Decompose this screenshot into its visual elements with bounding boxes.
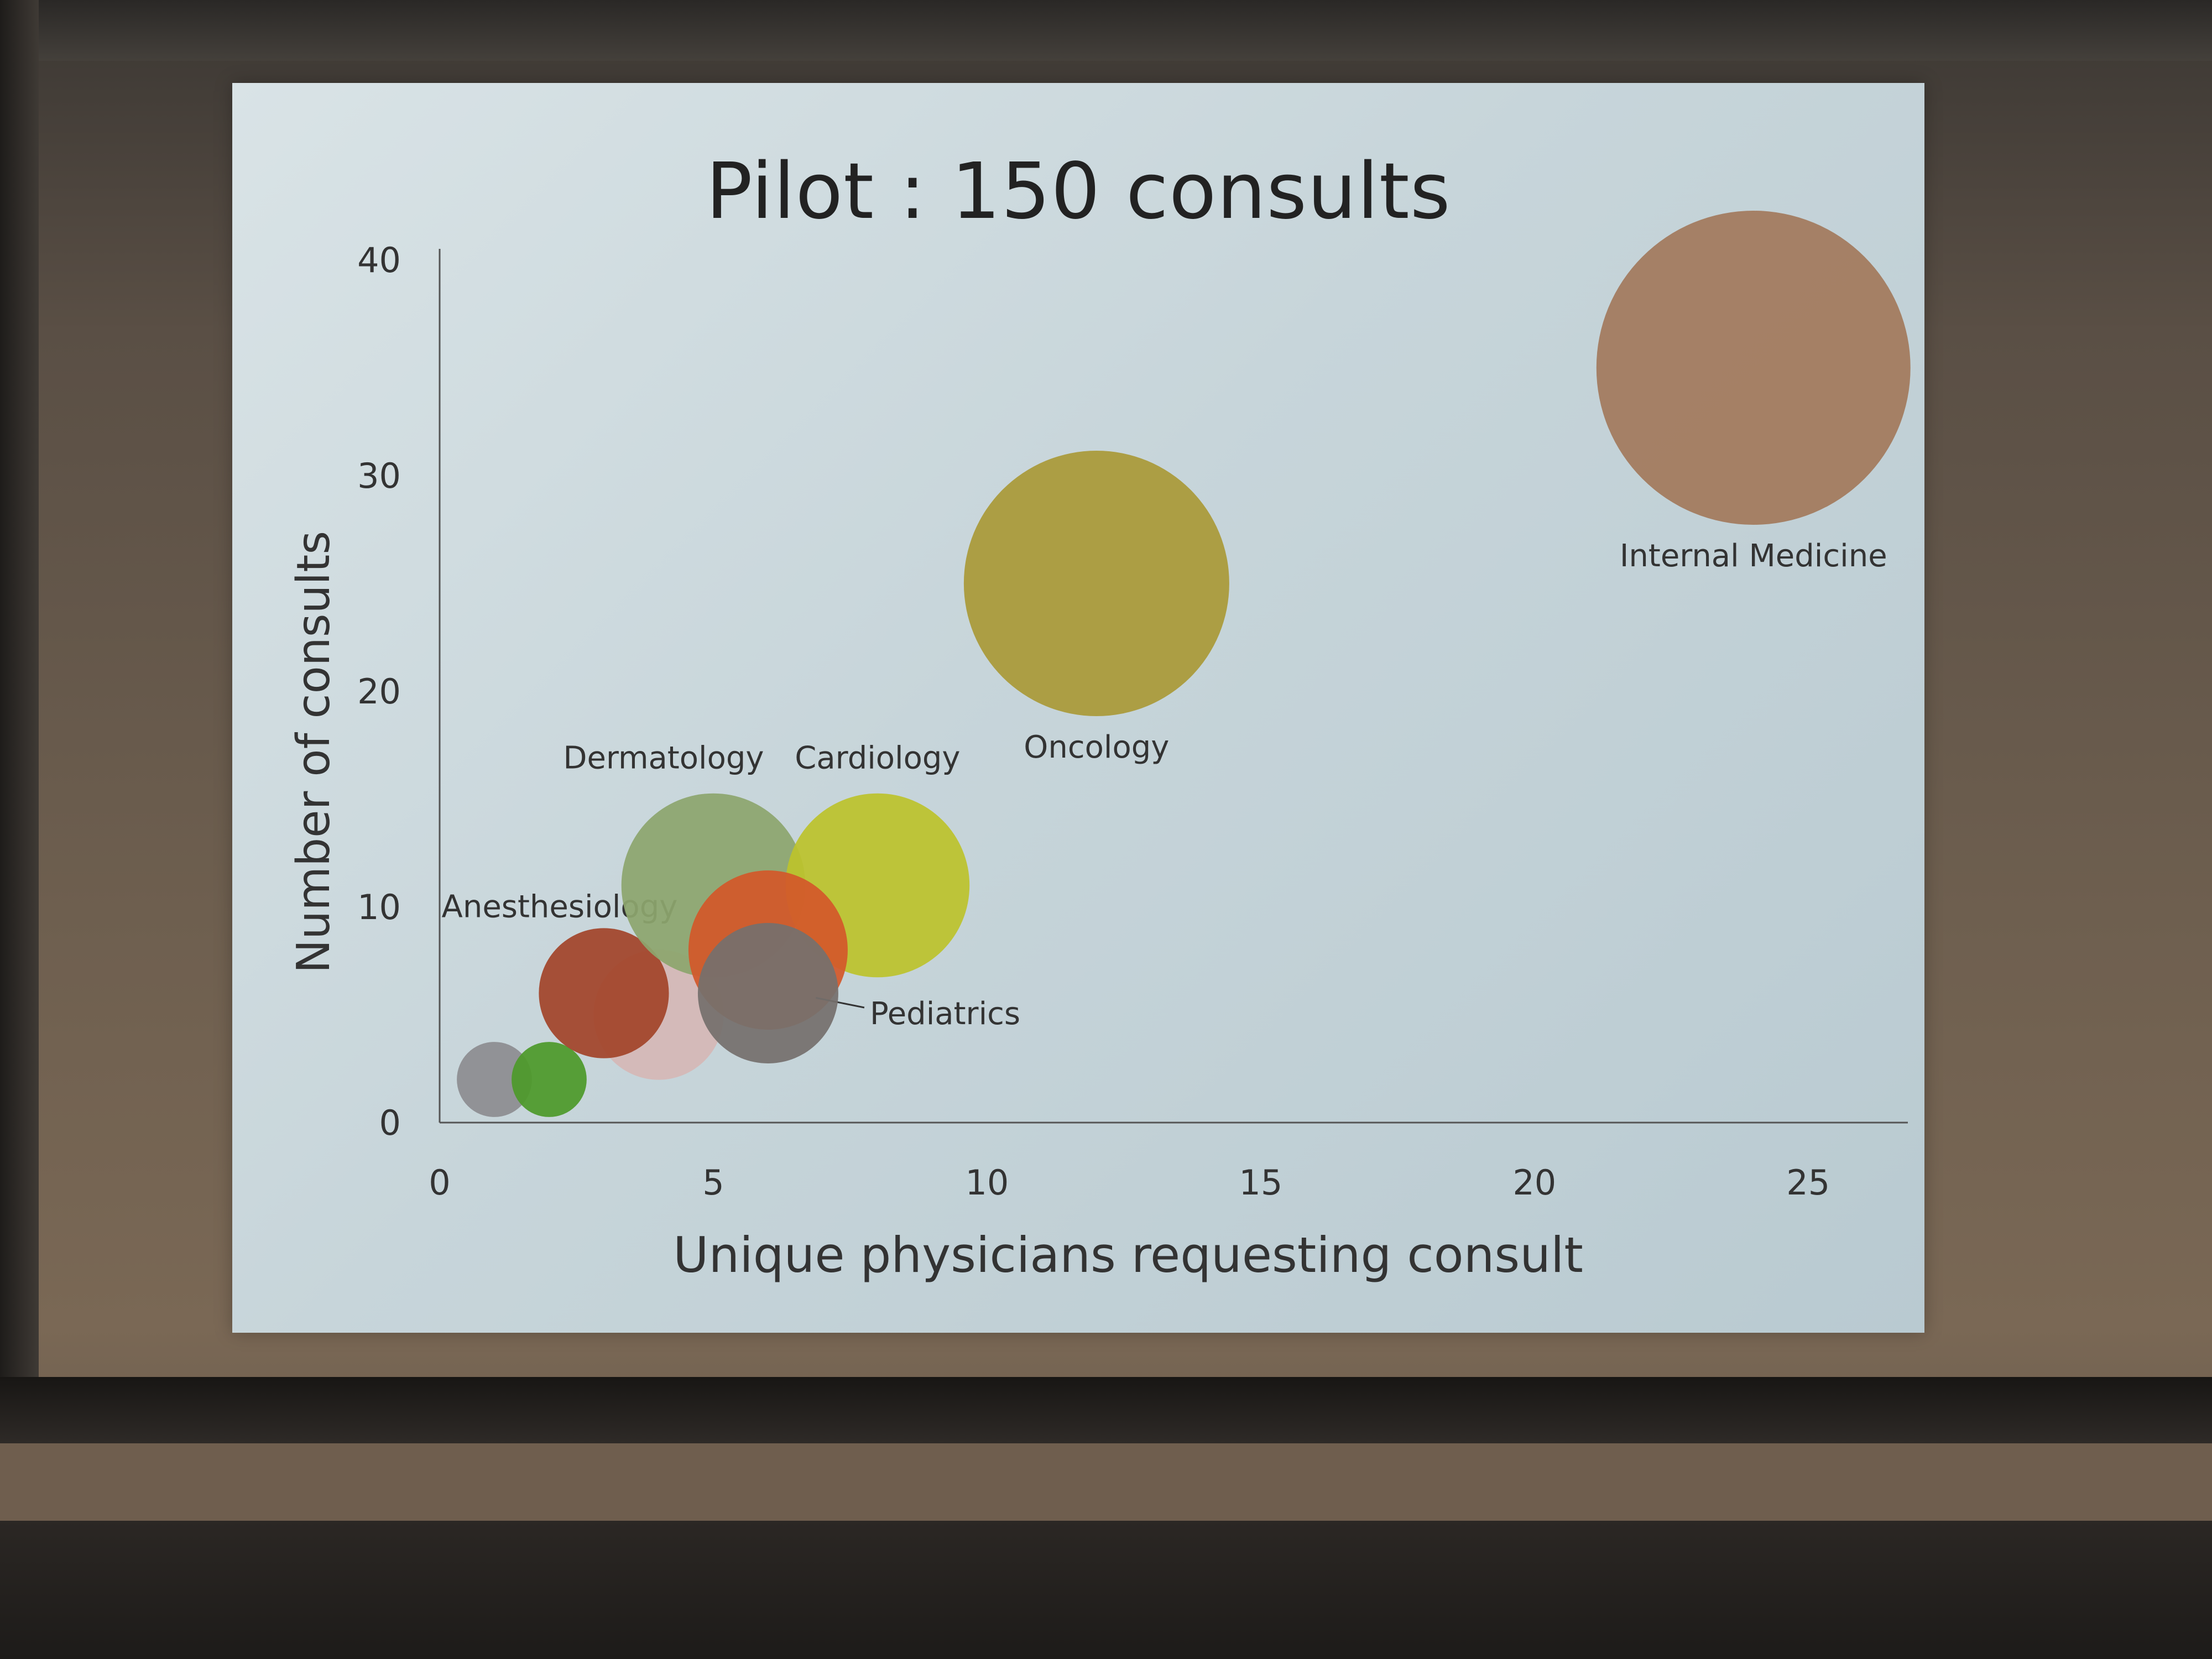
bubble-anesthesiology	[539, 928, 669, 1058]
bubble-chart: 0 10 20 30 40 0 5 10 15 20 25 Unique physicians req…	[288, 211, 1911, 1284]
slide-title: Pilot : 150 consults	[706, 147, 1451, 237]
bubble-label: Dermatology	[563, 740, 764, 776]
bubble-label: Cardiology	[795, 740, 960, 776]
bubble-unlabeled-0	[457, 1042, 532, 1117]
projector-screen-top-edge	[0, 0, 2212, 61]
projector-screen-left-edge	[0, 0, 39, 1383]
x-axis-title: Unique physicians requesting consult	[673, 1227, 1583, 1284]
x-tick-label: 15	[1239, 1162, 1282, 1203]
x-tick-label: 0	[429, 1162, 450, 1203]
x-tick-label: 25	[1786, 1162, 1830, 1203]
bubble-internal-medicine	[1596, 211, 1911, 525]
screen-bottom-ledge	[0, 1377, 2212, 1443]
bubble-label: Pediatrics	[870, 996, 1020, 1032]
bubble-label: Oncology	[1024, 729, 1169, 765]
bubble-label: Internal Medicine	[1620, 538, 1887, 574]
x-tick-label: 20	[1512, 1162, 1556, 1203]
y-tick-label: 0	[379, 1103, 401, 1143]
room-floor-band	[0, 1521, 2212, 1659]
y-tick-label: 40	[357, 240, 401, 280]
y-tick-label: 30	[357, 456, 401, 496]
wall-strip	[0, 1443, 2212, 1521]
y-tick-label: 20	[357, 671, 401, 712]
y-tick-label: 10	[357, 887, 401, 927]
bubble-unlabeled-7	[697, 923, 838, 1063]
presentation-slide: Pilot : 150 consults 0 10 20 30 40 0 5 10 15 20 25…	[232, 83, 1924, 1333]
y-axis-title: Number of consults	[288, 531, 340, 973]
x-tick-label: 10	[965, 1162, 1009, 1203]
x-tick-label: 5	[702, 1162, 724, 1203]
bubble-unlabeled-1	[512, 1042, 587, 1117]
bubble-oncology	[963, 451, 1229, 716]
